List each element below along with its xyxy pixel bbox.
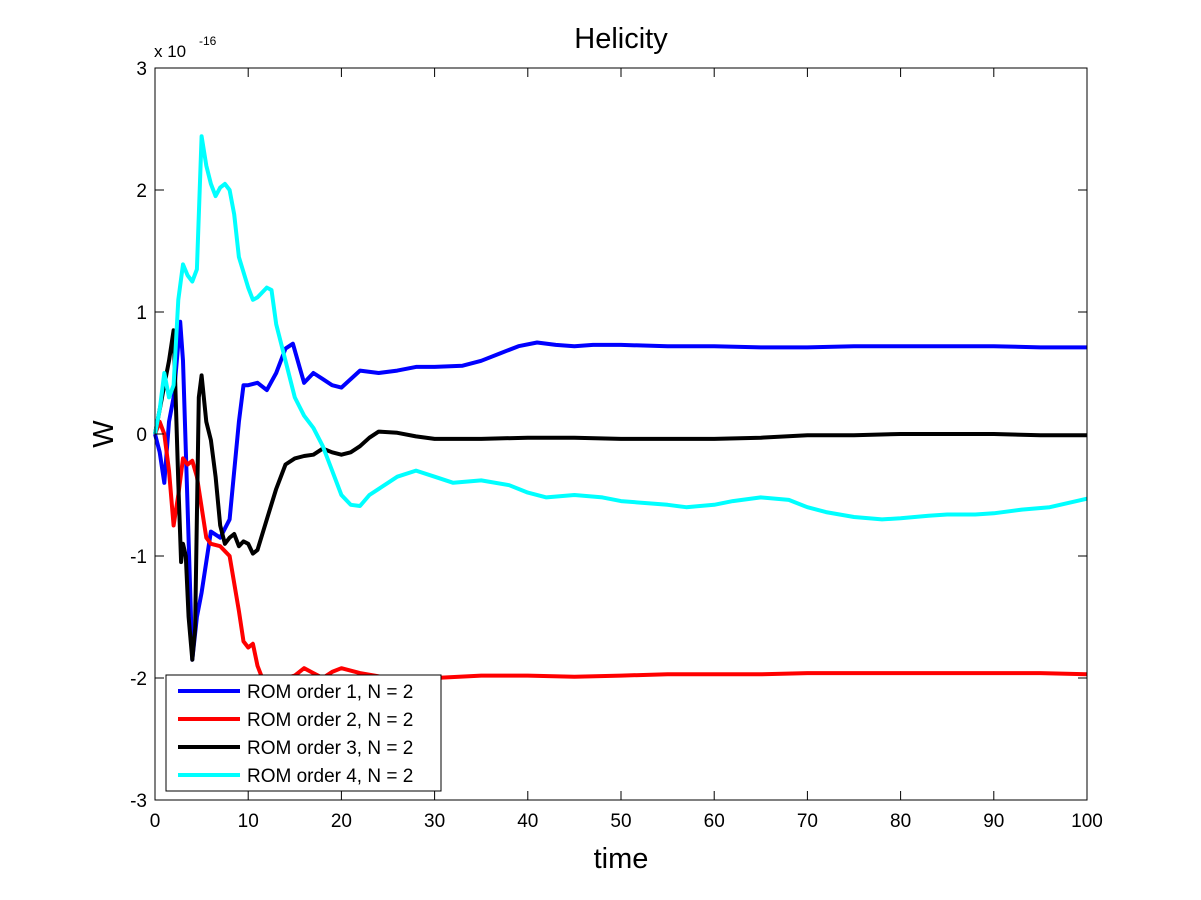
y-tick-label: -3 [130,791,147,812]
legend-box [165,674,442,792]
y-exponent-power: -16 [199,34,217,48]
legend-entries: ROM order 1, N = 2 ROM order 2, N = 2 ROM … [178,682,413,787]
x-tick-label: 100 [1071,811,1103,832]
y-tick-label: 1 [136,303,147,324]
legend-label: ROM order 1, N = 2 [247,682,413,703]
y-axis-label: W [88,420,120,448]
y-tick-label: 3 [136,59,147,80]
x-tick-label: 20 [331,811,352,832]
x-tick-label: 40 [517,811,538,832]
legend-label: ROM order 2, N = 2 [247,710,413,731]
chart-title: Helicity [574,23,668,55]
y-tick-label: 2 [136,181,147,202]
x-tick-label: 70 [797,811,818,832]
x-tick-label: 60 [704,811,725,832]
y-tick-label: -2 [130,669,147,690]
x-tick-label: 50 [610,811,631,832]
x-tick-label: 0 [150,811,161,832]
legend-label: ROM order 3, N = 2 [247,738,413,759]
y-exponent-base: x 10 [154,42,186,61]
x-tick-label: 10 [238,811,259,832]
series-line-rom-order-4-n-2 [153,134,1088,522]
y-tick-label: 0 [136,425,147,446]
axes-layer: 0 10 20 30 40 50 60 70 80 90 100 -3 -2 -1 0 1 2 3 [130,59,1103,832]
legend-label: ROM order 4, N = 2 [247,766,413,787]
plot-frame [154,67,1088,801]
legend: ROM order 1, N = 2 ROM order 2, N = 2 ROM … [165,674,442,792]
y-tick-label: -1 [130,547,147,568]
x-tick-label: 90 [983,811,1004,832]
x-tick-label: 30 [424,811,445,832]
x-tick-label: 80 [890,811,911,832]
series-line-rom-order-3-n-2 [153,328,1087,662]
x-axis-label: time [594,843,649,875]
